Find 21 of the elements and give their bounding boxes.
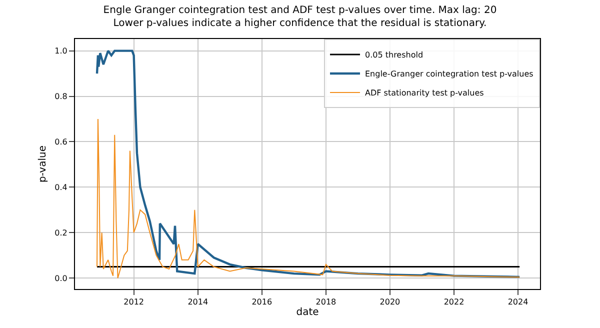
x-tick-label: 2020 bbox=[380, 298, 400, 307]
x-tick-label: 2012 bbox=[124, 298, 144, 307]
legend-label: ADF stationarity test p-values bbox=[365, 88, 484, 98]
x-axis-title: date bbox=[296, 307, 319, 318]
legend-label: 0.05 threshold bbox=[365, 50, 424, 60]
x-tick-label: 2014 bbox=[188, 298, 208, 307]
y-tick-label: 1.0 bbox=[54, 46, 68, 56]
chart-subtitle: Lower p-values indicate a higher confidence that the residual is stationary. bbox=[113, 18, 487, 30]
chart-title: Engle Granger cointegration test and ADF test p-values over time. Max lag: 20 bbox=[103, 5, 497, 16]
y-tick-label: 0.6 bbox=[54, 138, 68, 147]
y-tick-label: 0.0 bbox=[54, 274, 68, 283]
y-tick-label: 0.8 bbox=[54, 92, 68, 102]
line-series bbox=[96, 118, 520, 279]
y-tick-label: 0.4 bbox=[54, 182, 68, 192]
y-axis-title: p-value bbox=[38, 145, 49, 183]
x-tick-label: 2022 bbox=[444, 298, 464, 307]
x-tick-label: 2024 bbox=[508, 298, 528, 307]
legend-label: Engle-Granger cointegration test p-values bbox=[365, 70, 534, 79]
y-tick-label: 0.2 bbox=[54, 228, 68, 238]
x-tick-label: 2016 bbox=[252, 298, 272, 307]
x-tick-label: 2018 bbox=[316, 298, 336, 307]
